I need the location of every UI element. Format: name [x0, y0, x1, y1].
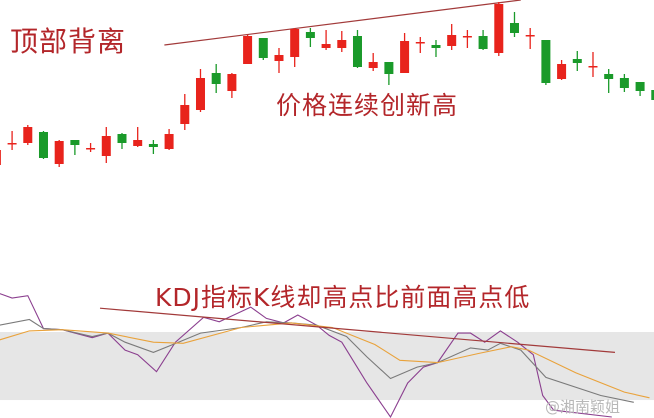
candle [400, 33, 410, 73]
price-trendline [164, 0, 521, 46]
candle-body [635, 82, 645, 91]
candle-body [478, 36, 488, 49]
candle [462, 30, 472, 48]
candle [525, 28, 535, 49]
candle [54, 140, 64, 167]
chart-title: 顶部背离 [10, 25, 127, 58]
candle [352, 30, 362, 68]
candle [180, 94, 190, 130]
candle-body [572, 59, 582, 63]
candle [227, 73, 237, 98]
candle [195, 69, 205, 112]
candle-body [54, 141, 64, 164]
candle-body [525, 35, 535, 37]
candle [368, 53, 378, 71]
candle [447, 24, 457, 50]
candle-body [180, 105, 190, 124]
candle-body [274, 55, 284, 61]
candle-body [23, 127, 33, 143]
candle-body [415, 42, 425, 44]
candle [619, 74, 629, 92]
candle-body [7, 143, 17, 145]
candle-body [101, 136, 111, 156]
candle [651, 90, 654, 100]
candle-body [557, 64, 567, 79]
candle [494, 2, 504, 56]
candle-body [541, 40, 551, 83]
candle [0, 150, 1, 165]
candle [572, 51, 582, 71]
candle [86, 143, 96, 152]
candle-body [462, 36, 472, 38]
kdj-line-d [0, 322, 650, 399]
candle [243, 35, 253, 64]
candle-body [227, 74, 237, 91]
candle-body [509, 23, 519, 33]
kdj-band [0, 332, 654, 401]
candle-body [38, 132, 48, 158]
candle [337, 31, 347, 52]
candle [415, 37, 425, 53]
candle-body [368, 62, 378, 68]
candle-body [133, 140, 143, 146]
candle-body [337, 40, 347, 48]
candle [117, 133, 127, 149]
candle-body [117, 134, 127, 143]
candle [70, 140, 80, 155]
candle [321, 30, 331, 50]
kdj-line-j [0, 293, 612, 418]
candle [604, 69, 614, 93]
candle-body [352, 36, 362, 67]
candle [509, 12, 519, 37]
candle [148, 140, 158, 154]
candle-body [290, 29, 300, 57]
candle-body [588, 66, 598, 68]
candle-body [211, 73, 221, 84]
candle [635, 82, 645, 96]
candle [557, 60, 567, 80]
candle [164, 129, 174, 150]
candle [258, 38, 268, 60]
candle [101, 127, 111, 163]
candle [384, 62, 394, 85]
candle [38, 131, 48, 159]
candle [7, 131, 17, 150]
candle-body [164, 134, 174, 149]
candle [431, 40, 441, 57]
candle-body [321, 44, 331, 48]
candle-body [431, 45, 441, 48]
candle-body [619, 78, 629, 88]
candle-body [70, 140, 80, 145]
kdj-chart [0, 293, 654, 418]
candle-body [651, 90, 654, 100]
watermark: @湘南颖姐 [545, 398, 621, 416]
candle-body [148, 144, 158, 147]
candle [478, 30, 488, 50]
price-annotation: 价格连续创新高 [276, 91, 459, 120]
candle-body [400, 41, 410, 73]
candle [274, 48, 284, 73]
candle-body [604, 74, 614, 79]
candle-body [86, 148, 96, 150]
candle [290, 28, 300, 67]
candle [133, 127, 143, 147]
candle [541, 40, 551, 85]
candle-body [447, 35, 457, 46]
candle [305, 28, 315, 47]
candle-body [0, 150, 1, 165]
candle-body [305, 32, 315, 38]
candle [588, 52, 598, 77]
candle [211, 64, 221, 93]
candle-body [195, 78, 205, 110]
candle-body [243, 36, 253, 64]
kdj-trendline [99, 307, 616, 354]
candlestick-chart [0, 0, 654, 167]
candle-body [258, 38, 268, 58]
kdj-annotation: KDJ指标K线却高点比前面高点低 [155, 283, 531, 312]
candle [23, 125, 33, 145]
candle-body [384, 62, 394, 74]
candle-body [494, 4, 504, 53]
